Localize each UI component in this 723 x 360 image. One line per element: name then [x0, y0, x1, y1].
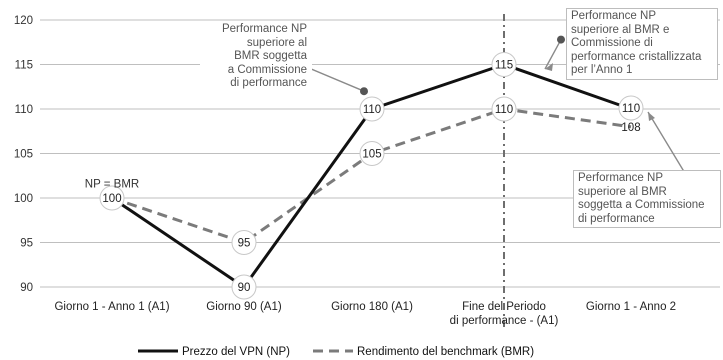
annotation-box-fine-periodo: Performance NP superiore al BMR e Commissi…: [566, 8, 718, 80]
legend: Prezzo del VPN (NP) Rendimento del benchm…: [138, 346, 534, 358]
annotation-line: BMR soggetta: [234, 50, 307, 63]
annotation-line: Commissione di: [571, 37, 653, 50]
x-category-label: Giorno 90 (A1): [206, 301, 282, 313]
legend-label-bmr: Rendimento del benchmark (BMR): [357, 346, 534, 358]
annotation-line: di performance: [230, 77, 307, 90]
point-marker-bmr-2: [359, 141, 385, 166]
y-tick-label: 115: [15, 60, 33, 72]
annotation-line: di performance: [578, 212, 655, 225]
annotation-pointer-2: [544, 39, 562, 70]
annotation-line: per l’Anno 1: [571, 64, 633, 77]
y-tick-label: 90: [20, 282, 33, 294]
annotation-pointer-dot-2: [557, 35, 565, 44]
y-tick-label: 105: [14, 149, 33, 161]
point-label-bmr-4: 108: [621, 122, 640, 134]
annotation-line: Performance NP: [571, 10, 657, 22]
y-tick-label: 110: [15, 104, 33, 116]
point-marker-np-3: [491, 52, 517, 77]
point-label-np-4: 110: [622, 103, 640, 115]
point-label-np-1: 90: [238, 282, 251, 294]
y-tick-label: 95: [20, 238, 33, 250]
annotation-line: Performance NP: [221, 23, 307, 35]
annotation-box-anno-2: Performance NP superiore al BMR soggetta a…: [573, 170, 721, 229]
annotation-line: Performance NP: [578, 172, 664, 184]
x-axis: Giorno 1 - Anno 1 (A1) Giorno 90 (A1) Gior…: [54, 301, 676, 327]
point-labels: 100 90 110 115 110 95 105 110 108: [99, 52, 644, 300]
point-label-np-0: 100: [102, 193, 121, 205]
y-tick-label: 120: [14, 15, 33, 27]
annotation-pointer-3: [647, 111, 687, 176]
annotation-pointers: [284, 35, 690, 179]
point-label-bmr-1: 95: [238, 238, 251, 250]
point-marker-np-1: [231, 274, 257, 300]
point-label-np-3: 115: [495, 60, 513, 72]
point-label-bmr-3: 110: [495, 104, 513, 116]
point-marker-np-4: [618, 95, 644, 121]
x-category-label: Giorno 180 (A1): [331, 301, 413, 313]
point-marker-np-2: [359, 96, 385, 122]
y-tick-label: 100: [14, 193, 33, 205]
annotation-pointer-dot-1: [360, 87, 368, 96]
point-label-bmr-2: 105: [362, 149, 381, 161]
annotation-np-equals-bmr: NP = BMR: [85, 178, 139, 190]
x-category-label: Fine del Periodo: [462, 301, 546, 313]
x-category-label: Giorno 1 - Anno 1 (A1): [54, 301, 169, 313]
annotation-box-giorno-180: Performance NP superiore al BMR soggetta a …: [200, 23, 312, 91]
annotation-line: performance cristallizzata: [571, 50, 702, 63]
annotation-arrowhead-2: [545, 63, 553, 71]
x-category-label: di performance - (A1): [450, 315, 559, 327]
point-marker-bmr-1: [231, 230, 257, 255]
y-axis: 90 95 100 105 110 115 120: [14, 15, 33, 294]
x-category-label: Giorno 1 - Anno 2: [586, 301, 676, 313]
annotation-line: superiore al BMR: [578, 185, 667, 198]
point-marker-np-0: [99, 185, 125, 211]
annotation-line: superiore al: [246, 36, 307, 49]
annotation-arrowhead-3: [648, 112, 655, 121]
annotation-line: soggetta a Commissione: [578, 199, 705, 212]
point-label-np-2: 110: [363, 104, 381, 116]
annotation-line: superiore al BMR e: [571, 23, 670, 36]
point-marker-bmr-3: [491, 96, 517, 122]
legend-label-np: Prezzo del VPN (NP): [182, 346, 290, 358]
annotation-line: a Commissione: [227, 63, 307, 76]
series-line-1: [111, 107, 632, 244]
